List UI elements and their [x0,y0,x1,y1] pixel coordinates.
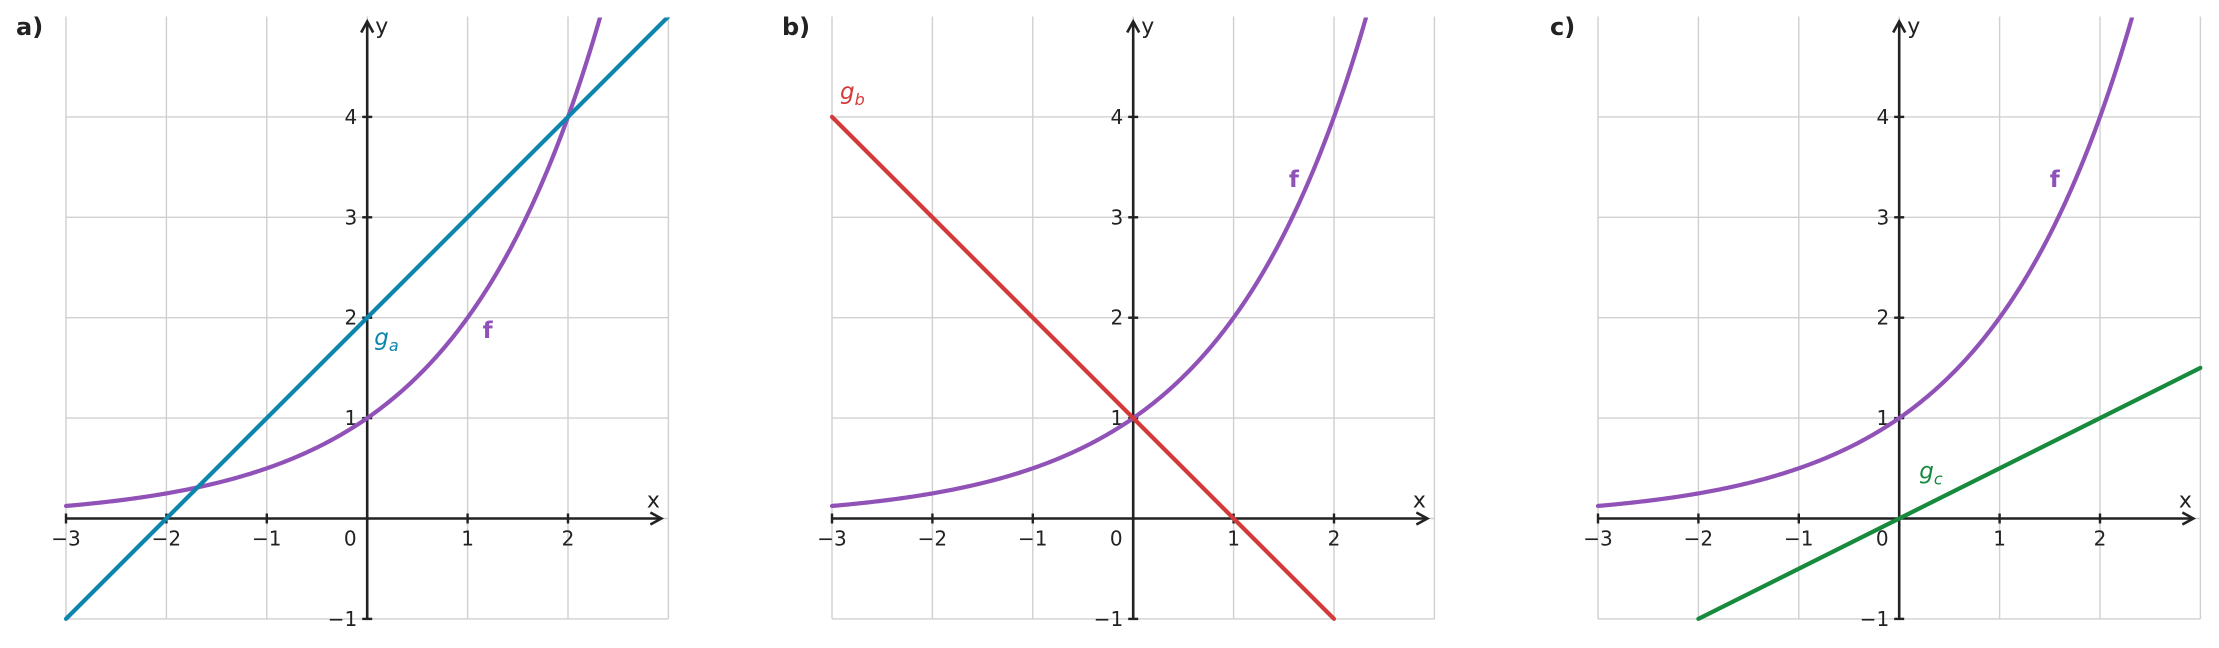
axes: −3 −2 −1 0 1 2 −1 1 2 3 4 x y [1583,15,2197,631]
series-g-b-line [830,114,1337,621]
x-axis-label: x [1413,489,1426,514]
y-axis-label: y [1141,15,1154,40]
series-g-a-line [64,17,671,621]
series-label-subscript: b [855,90,865,109]
x-tick-label: 2 [562,527,575,551]
y-tick-label: 4 [344,105,357,129]
series-label-name: f [483,318,494,344]
series-g-c-line [1696,365,2203,621]
axes: −3 −2 −1 0 1 2 −1 1 2 3 4 x y [817,15,1431,631]
y-tick-label: 1 [344,406,357,430]
y-axis-label: y [1907,15,1920,40]
series-group [830,17,1369,621]
y-tick-label: 4 [1110,105,1123,129]
series-group [1596,17,2203,621]
series-f-line [830,17,1369,509]
panel-label: a) [16,13,43,41]
series-label-f: f [483,318,494,344]
series-label-g-a: ga [374,325,398,355]
x-tick-label: 0 [1876,527,1889,551]
y-axis-arrow [1892,18,1907,34]
series-label-f: f [1289,167,1300,193]
series-label-name: g [1919,458,1934,484]
series-label-g-c: gc [1919,458,1943,488]
x-tick-label: 0 [1110,527,1123,551]
x-tick-label: −3 [817,527,846,551]
x-axis-label: x [2179,489,2192,514]
y-tick-label: 2 [1110,306,1123,330]
series-label-f: f [2050,167,2061,193]
panel-label: b) [782,13,810,41]
y-tick-label: 1 [1876,406,1889,430]
y-tick-label: −1 [1094,607,1123,631]
x-tick-label: −1 [252,527,281,551]
x-tick-label: −1 [1018,527,1047,551]
series-label-name: g [374,325,389,351]
series-label-name: f [2050,167,2061,193]
x-axis-arrow [2181,511,2197,526]
x-tick-label: −1 [1784,527,1813,551]
x-tick-label: −3 [1583,527,1612,551]
panel-label: c) [1550,13,1575,41]
y-axis-arrow [360,18,375,34]
x-tick-label: −2 [1684,527,1713,551]
series-label-subscript: c [1934,469,1943,488]
x-tick-label: −2 [918,527,947,551]
x-axis-arrow [1415,511,1431,526]
y-axis-label: y [375,15,388,40]
series-label-g-b: gb [840,79,865,109]
y-tick-label: −1 [1860,607,1889,631]
y-tick-label: −1 [328,607,357,631]
y-tick-label: 3 [344,205,357,229]
y-tick-label: 2 [1876,306,1889,330]
x-tick-label: 1 [1993,527,2006,551]
y-tick-label: 4 [1876,105,1889,129]
x-tick-label: 1 [1227,527,1240,551]
x-tick-label: 0 [344,527,357,551]
panel-3: −3 −2 −1 0 1 2 −1 1 2 3 4 x y c) f gc [1550,13,2203,631]
series-f-line [1596,17,2135,509]
x-tick-label: 1 [461,527,474,551]
x-axis-arrow [649,511,665,526]
series-group [64,17,671,621]
y-tick-label: 1 [1110,406,1123,430]
series-f-line [64,17,603,509]
series-label-subscript: a [389,336,399,355]
x-tick-label: −3 [51,527,80,551]
y-axis-arrow [1126,18,1141,34]
x-axis-label: x [647,489,660,514]
y-tick-label: 3 [1876,205,1889,229]
x-tick-label: 2 [1328,527,1341,551]
series-label-name: f [1289,167,1300,193]
y-tick-label: 3 [1110,205,1123,229]
series-label-name: g [840,79,855,105]
x-tick-label: 2 [2094,527,2107,551]
y-tick-label: 2 [344,306,357,330]
panel-2: −3 −2 −1 0 1 2 −1 1 2 3 4 x y b) f gb [782,13,1436,631]
